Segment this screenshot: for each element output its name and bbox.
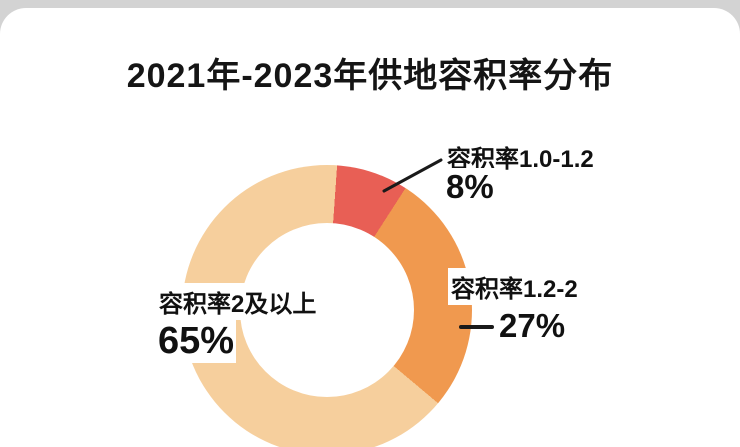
slice-value-ratio-1.2-2: 27% xyxy=(497,307,568,345)
chart-title: 2021年-2023年供地容积率分布 xyxy=(126,57,614,95)
slice-value-ratio-2-plus: 65% xyxy=(156,320,237,363)
slice-label-ratio-2-plus: 容积率2及以上 xyxy=(156,283,320,320)
donut-chart xyxy=(182,165,472,447)
slice-label-ratio-1.2-2: 容积率1.2-2 xyxy=(448,268,581,305)
slice-value-ratio-1.0-1.2: 8% xyxy=(444,168,496,206)
